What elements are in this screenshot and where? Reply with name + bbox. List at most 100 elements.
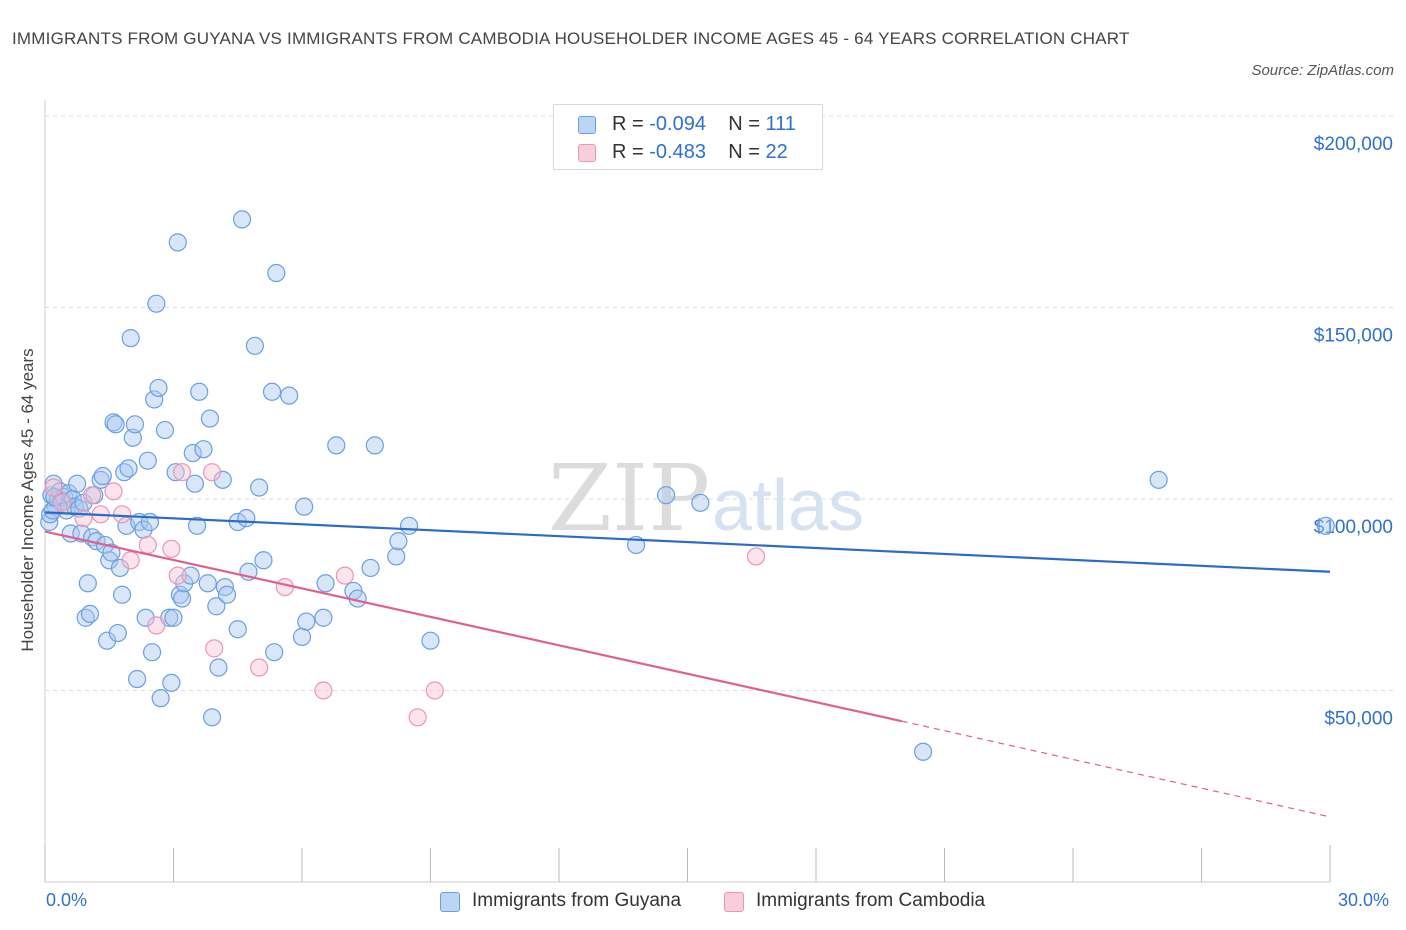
legend-r-value: -0.483: [649, 141, 706, 163]
guyana-point: [262, 382, 282, 401]
guyana-point: [194, 440, 213, 459]
guyana-point: [108, 623, 127, 643]
chart-title: IMMIGRANTS FROM GUYANA VS IMMIGRANTS FRO…: [12, 29, 1130, 48]
series-legend: Immigrants from Guyana Immigrants from C…: [0, 888, 1406, 916]
guyana-point: [237, 509, 256, 528]
guyana-point: [913, 742, 933, 761]
guyana-point: [181, 566, 200, 585]
x-tick-label-max: 30.0%: [1338, 890, 1390, 910]
guyana-point: [102, 543, 121, 562]
legend-n-label: N =: [728, 141, 766, 163]
guyana-point: [1316, 516, 1335, 535]
guyana-points: [40, 210, 1335, 761]
guyana-point: [106, 415, 125, 434]
legend-label-guyana: Immigrants from Guyana: [472, 890, 682, 911]
legend-r-label: R =: [612, 141, 650, 163]
guyana-point: [202, 708, 222, 727]
guyana-point: [292, 627, 312, 646]
guyana-point: [112, 585, 132, 604]
cambodia-point: [335, 566, 354, 585]
cambodia-point: [74, 509, 93, 528]
guyana-point: [297, 612, 316, 631]
guyana-point: [147, 294, 166, 313]
guyana-point: [190, 382, 209, 401]
legend-swatch-guyana: [578, 116, 596, 134]
guyana-point: [254, 551, 273, 570]
cambodia-point: [44, 478, 63, 497]
correlation-legend: R = -0.094 N = 111 R = -0.483 N = 22: [553, 104, 823, 170]
guyana-point: [164, 608, 183, 627]
cambodia-point: [202, 463, 222, 482]
guyana-point: [389, 532, 408, 551]
guyana-point: [691, 493, 710, 512]
guyana-point: [151, 689, 170, 708]
legend-n-label: N =: [728, 113, 766, 135]
guyana-point: [172, 589, 192, 608]
guyana-point: [145, 390, 164, 409]
legend-label-cambodia: Immigrants from Cambodia: [756, 890, 986, 911]
legend-r-label: R =: [612, 113, 650, 135]
legend-swatch-guyana: [440, 892, 460, 912]
cambodia-point: [168, 566, 187, 585]
y-tick-label: $200,000: [1314, 134, 1393, 155]
cambodia-point: [425, 681, 444, 700]
guyana-point: [250, 478, 269, 497]
y-tick-label: $150,000: [1314, 326, 1393, 347]
cambodia-point: [83, 486, 102, 505]
cambodia-trend-extension: [901, 720, 1331, 818]
guyana-point: [399, 516, 419, 535]
watermark-atlas: atlas: [712, 466, 864, 546]
guyana-point: [78, 574, 97, 593]
guyana-point: [200, 409, 220, 428]
trend-lines: [44, 511, 1331, 818]
guyana-point: [267, 263, 286, 283]
guyana-point: [155, 420, 175, 440]
cambodia-point: [275, 577, 294, 597]
guyana-point: [149, 378, 168, 398]
axes: [44, 100, 1331, 883]
source-label: Source: ZipAtlas.com: [1251, 62, 1394, 79]
guyana-point: [365, 436, 384, 455]
guyana-point: [228, 620, 247, 639]
cambodia-point: [314, 681, 333, 700]
legend-n-value: 111: [765, 113, 796, 135]
guyana-point: [316, 574, 335, 593]
guyana-point: [138, 451, 157, 470]
guyana-point: [142, 643, 162, 662]
guyana-point: [168, 233, 187, 252]
cambodia-point: [408, 708, 427, 727]
guyana-point: [121, 329, 140, 348]
guyana-point: [209, 658, 228, 677]
cambodia-point: [250, 658, 269, 677]
guyana-point: [68, 474, 87, 493]
cambodia-point: [104, 482, 123, 501]
cambodia-point: [147, 616, 166, 635]
cambodia-point: [746, 547, 766, 566]
x-tick-label-min: 0.0%: [46, 890, 88, 910]
guyana-point: [127, 669, 147, 689]
guyana-point: [387, 547, 406, 566]
guyana-point: [43, 501, 62, 520]
guyana-point: [245, 336, 264, 355]
guyana-point: [265, 643, 284, 662]
cambodia-point: [172, 463, 192, 482]
legend-swatch-cambodia: [724, 892, 744, 912]
guyana-trend-line: [44, 511, 1331, 573]
guyana-point: [232, 210, 252, 229]
cambodia-point: [121, 551, 140, 570]
guyana-point: [207, 597, 226, 616]
grid-lines: [45, 115, 1395, 691]
guyana-point: [187, 516, 207, 535]
cambodia-point: [53, 493, 72, 512]
guyana-point: [162, 673, 181, 692]
legend-swatch-cambodia: [578, 144, 596, 162]
guyana-point: [185, 474, 205, 493]
guyana-point: [93, 466, 112, 486]
guyana-point: [327, 436, 346, 455]
guyana-point: [1149, 470, 1168, 489]
guyana-point: [361, 558, 380, 578]
guyana-point: [166, 463, 185, 482]
guyana-point: [421, 631, 440, 650]
y-tick-labels: $50,000$100,000$150,000$200,000: [1314, 134, 1393, 730]
guyana-point: [119, 459, 138, 478]
